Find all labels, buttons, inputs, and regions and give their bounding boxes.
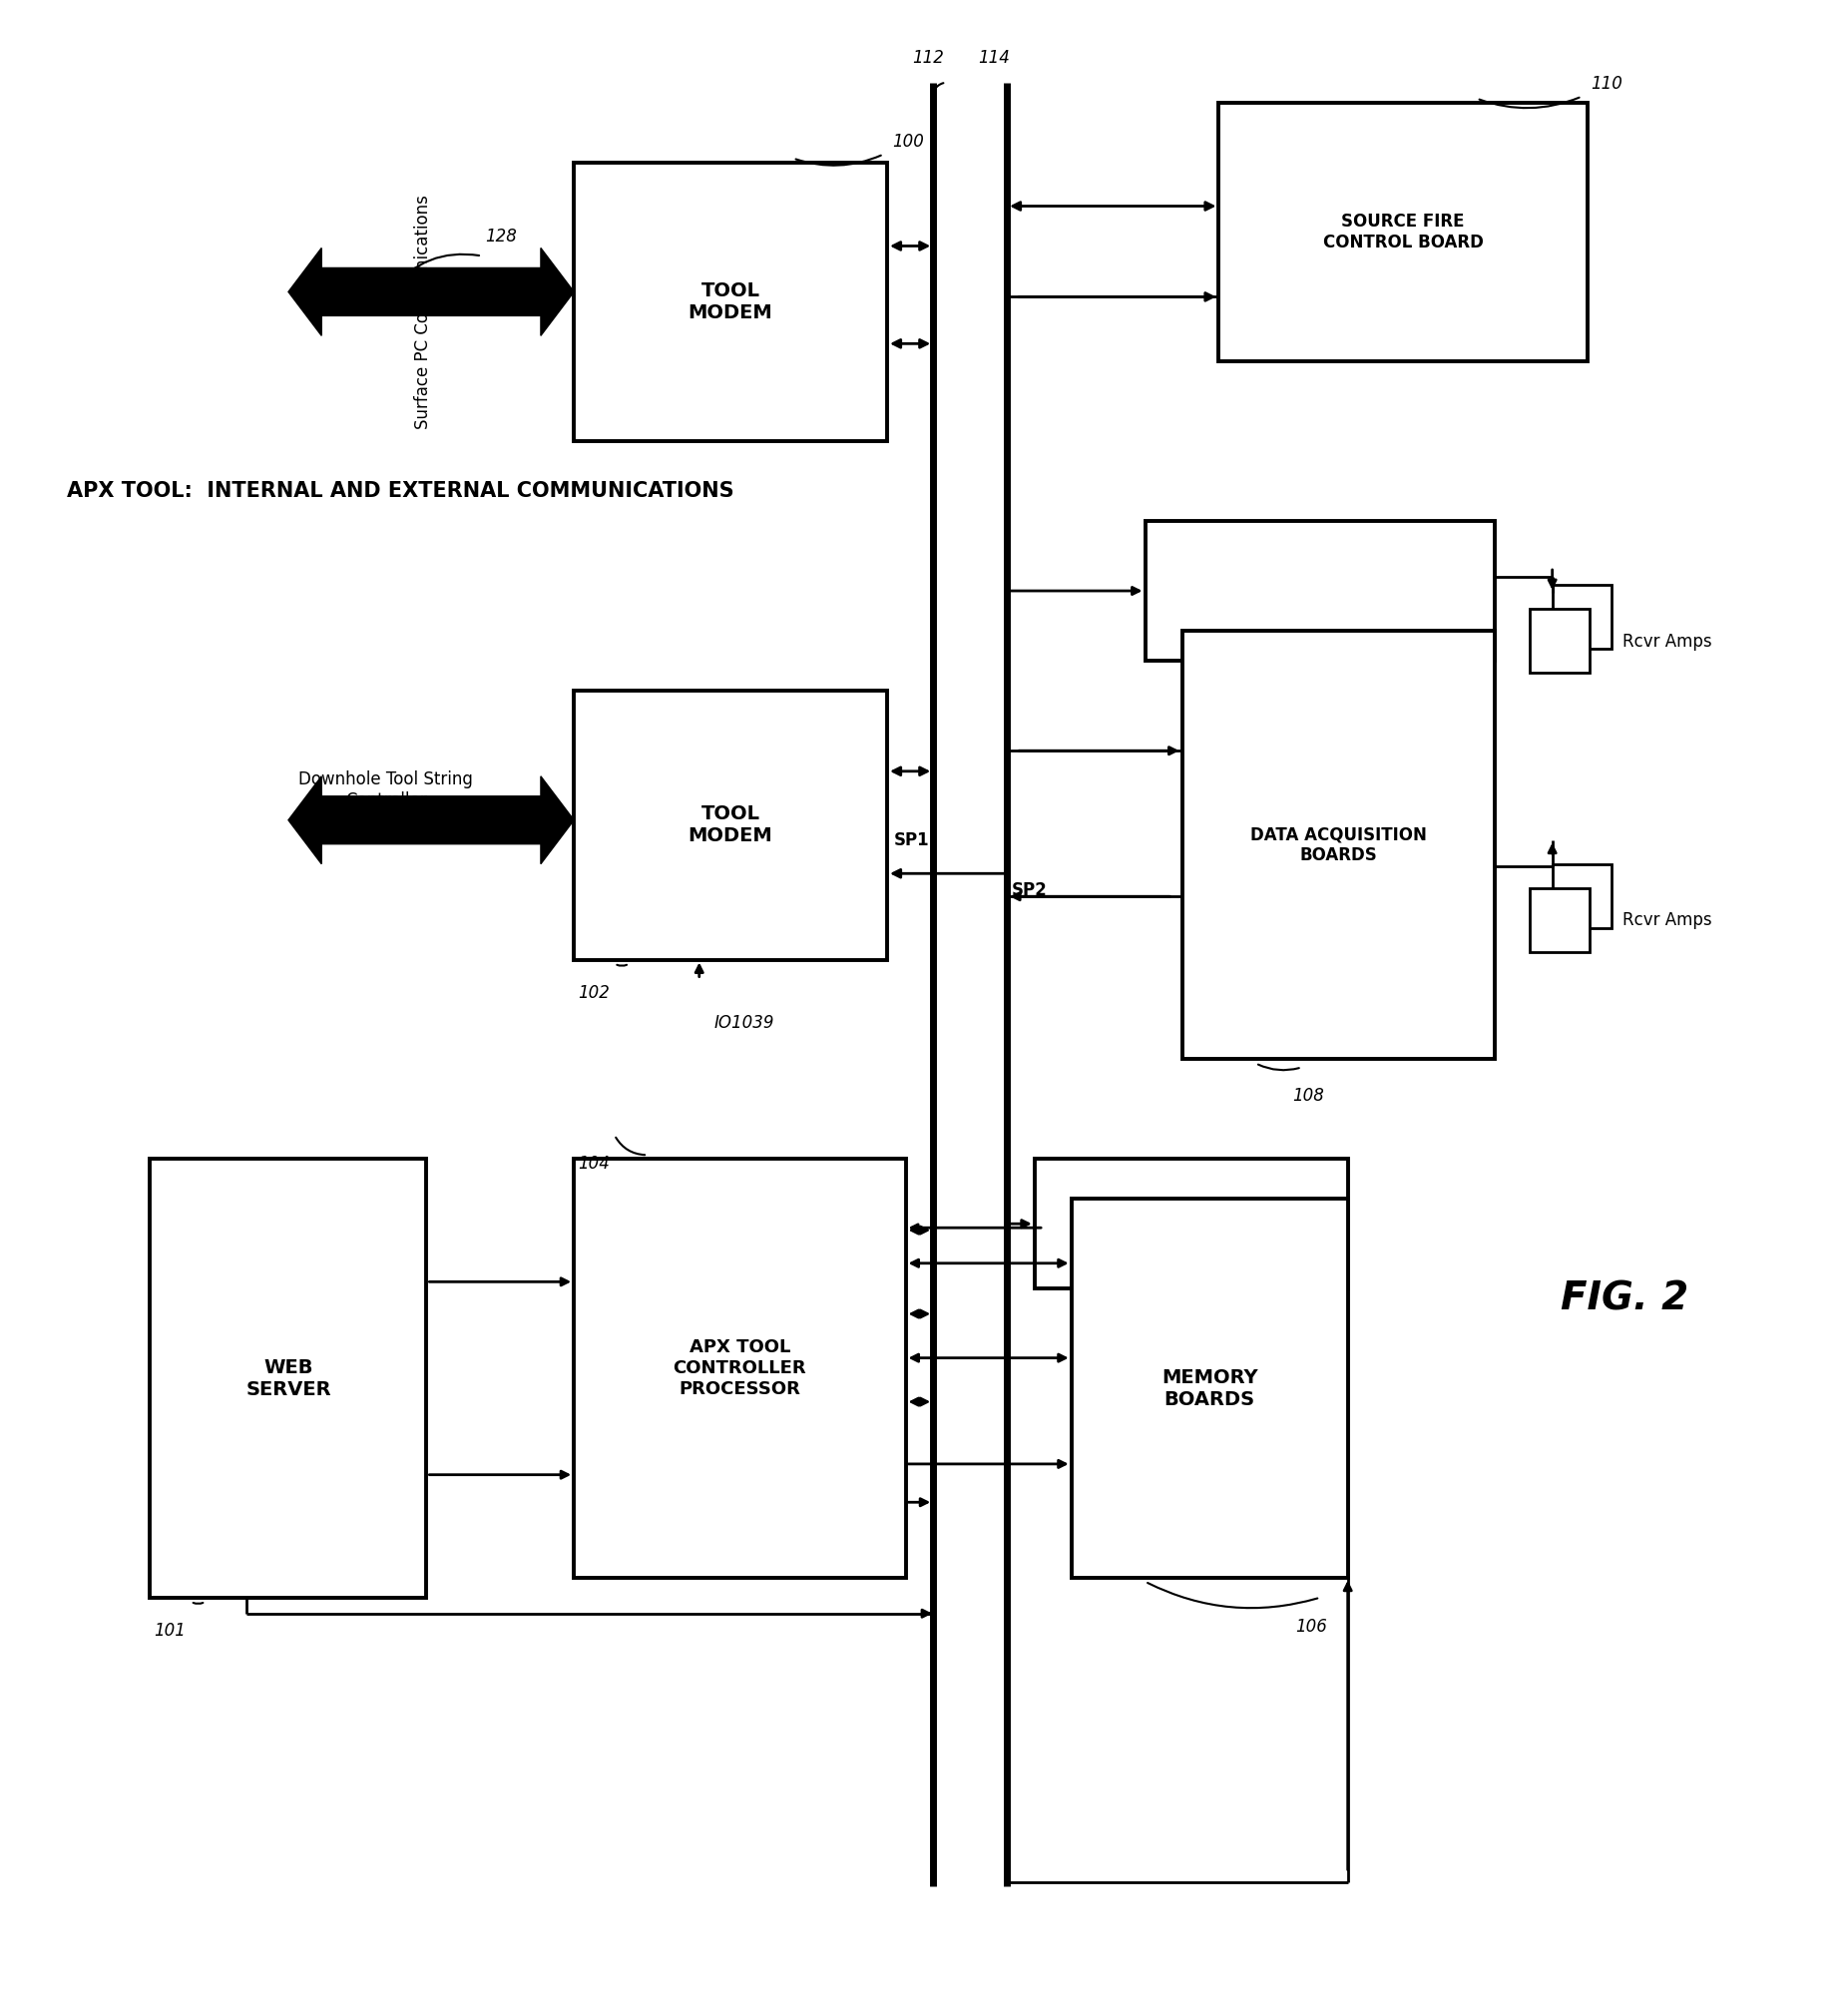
FancyBboxPatch shape [1552,586,1611,648]
FancyBboxPatch shape [1530,610,1589,672]
Text: APX TOOL:  INTERNAL AND EXTERNAL COMMUNICATIONS: APX TOOL: INTERNAL AND EXTERNAL COMMUNIC… [67,482,734,502]
FancyBboxPatch shape [1220,102,1587,362]
Text: Surface PC Communications: Surface PC Communications [414,194,432,430]
FancyBboxPatch shape [1183,632,1495,1059]
Text: 106: 106 [1295,1617,1327,1635]
Text: Downhole Tool String
Controller: Downhole Tool String Controller [299,772,473,810]
FancyBboxPatch shape [1530,888,1589,952]
Text: 128: 128 [486,228,517,246]
Text: TOOL
MODEM: TOOL MODEM [687,806,772,846]
Text: DATA ACQUISITION
BOARDS: DATA ACQUISITION BOARDS [1251,826,1427,864]
Text: 102: 102 [578,984,610,1001]
FancyBboxPatch shape [575,1159,906,1577]
Text: SOURCE FIRE
CONTROL BOARD: SOURCE FIRE CONTROL BOARD [1323,212,1484,252]
Text: 114: 114 [978,48,1009,66]
FancyBboxPatch shape [1552,864,1611,928]
Text: MEMORY
BOARDS: MEMORY BOARDS [1161,1367,1258,1409]
Text: FIG. 2: FIG. 2 [1560,1279,1687,1317]
Text: APX TOOL
CONTROLLER
PROCESSOR: APX TOOL CONTROLLER PROCESSOR [673,1339,806,1397]
Text: 104: 104 [578,1155,610,1173]
Text: 101: 101 [153,1621,185,1639]
Text: 112: 112 [911,48,944,66]
FancyBboxPatch shape [1146,522,1495,660]
Text: 108: 108 [1292,1087,1325,1105]
Polygon shape [288,776,575,864]
FancyBboxPatch shape [1072,1199,1347,1577]
FancyBboxPatch shape [575,162,887,442]
Text: TOOL
MODEM: TOOL MODEM [687,282,772,322]
Text: IO1039: IO1039 [713,1013,774,1031]
Text: SP1: SP1 [893,832,930,850]
Text: SP2: SP2 [1011,882,1046,900]
Text: Rcvr Amps: Rcvr Amps [1623,912,1711,930]
Text: WEB
SERVER: WEB SERVER [246,1357,331,1399]
Text: 110: 110 [1591,74,1623,92]
Text: Rcvr Amps: Rcvr Amps [1623,632,1711,650]
Polygon shape [288,248,575,336]
Text: 100: 100 [893,132,924,150]
FancyBboxPatch shape [575,690,887,960]
FancyBboxPatch shape [1035,1159,1347,1289]
FancyBboxPatch shape [150,1159,427,1597]
